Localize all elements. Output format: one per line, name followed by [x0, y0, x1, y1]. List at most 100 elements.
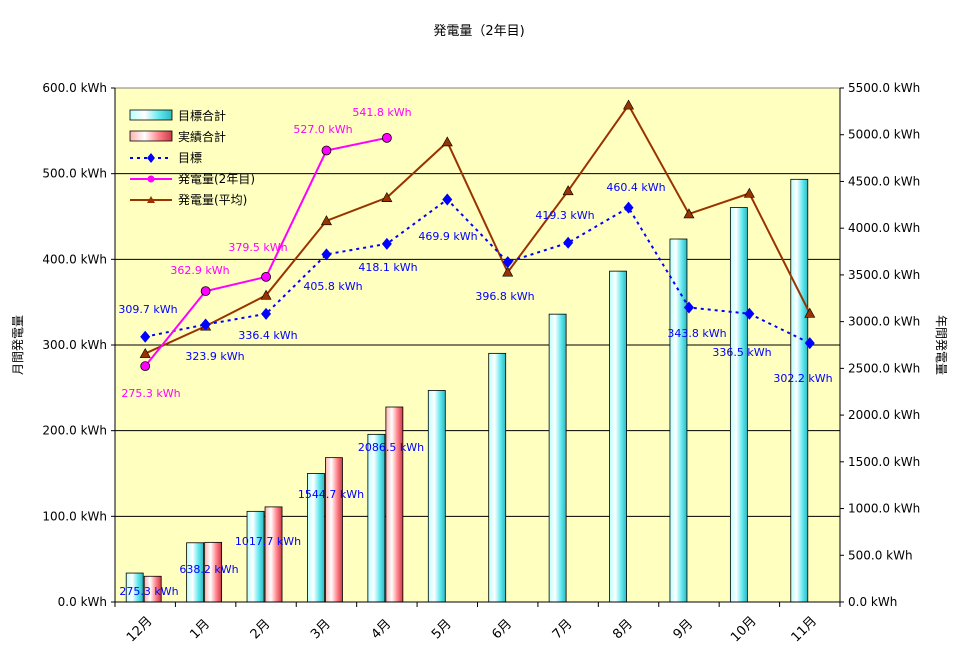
bar-target-cumulative [488, 352, 507, 603]
data-label-target: 302.2 kWh [773, 372, 832, 385]
y2-axis-label: 年間発電量 [934, 315, 948, 375]
line-target [145, 198, 811, 345]
marker-target [381, 237, 392, 250]
data-label-actual: 362.9 kWh [170, 264, 229, 277]
data-label-cumulative: 2086.5 kWh [358, 441, 424, 454]
marker-average [381, 192, 393, 202]
x-tick-label: 8月 [610, 617, 636, 643]
marker-actual [140, 361, 151, 372]
y-tick-label: 300.0 kWh [42, 338, 107, 352]
legend-swatch [129, 130, 173, 142]
legend-label: 目標 [178, 151, 202, 165]
bar-actual-cumulative [264, 506, 283, 603]
bar-target-cumulative [729, 207, 748, 603]
y2-tick-label: 1000.0 kWh [848, 502, 920, 516]
data-label-target: 336.4 kWh [238, 329, 297, 342]
marker-average [139, 347, 151, 358]
marker-average [441, 136, 453, 147]
marker-average [623, 99, 635, 110]
y2-tick-label: 2500.0 kWh [848, 361, 920, 375]
y-tick-label: 100.0 kWh [42, 509, 107, 523]
x-tick-label: 9月 [671, 617, 697, 643]
marker-target [502, 256, 513, 269]
marker-target [623, 201, 634, 214]
marker-actual [381, 132, 392, 143]
y-tick-label: 200.0 kWh [42, 424, 107, 438]
bar-target-cumulative [246, 510, 265, 603]
legend-label: 実績合計 [178, 129, 226, 144]
legend-label: 目標合計 [178, 108, 226, 123]
data-label-actual: 275.3 kWh [121, 387, 180, 400]
data-label-cumulative: 275.3 kWh [119, 585, 178, 598]
data-label-target: 336.5 kWh [712, 346, 771, 359]
marker-actual [200, 286, 211, 297]
marker-actual [261, 271, 271, 282]
data-label-target: 343.8 kWh [667, 327, 726, 340]
chart-title: 発電量（2年目) [433, 24, 524, 39]
marker-average [502, 266, 514, 277]
y2-tick-label: 3500.0 kWh [848, 268, 920, 282]
marker-target [744, 307, 755, 320]
y-axis-label: 月間発電量 [11, 315, 25, 375]
legend-marker [147, 196, 155, 203]
x-tick-label: 12月 [124, 614, 155, 645]
x-tick-label: 10月 [728, 614, 759, 645]
y2-tick-label: 4500.0 kWh [848, 174, 920, 188]
data-label-actual: 379.5 kWh [228, 241, 287, 254]
data-label-target: 309.7 kWh [118, 303, 177, 316]
x-tick-label: 11月 [789, 614, 820, 645]
legend-label: 発電量(平均) [178, 193, 247, 207]
marker-average [320, 215, 332, 226]
marker-actual [321, 145, 332, 156]
y-tick-label: 400.0 kWh [42, 252, 107, 266]
y2-tick-label: 1500.0 kWh [848, 455, 920, 469]
y-tick-label: 500.0 kWh [42, 167, 107, 181]
marker-average [804, 307, 816, 318]
y2-tick-label: 5500.0 kWh [848, 81, 920, 95]
x-tick-label: 6月 [489, 617, 515, 643]
x-tick-label: 7月 [550, 617, 576, 643]
marker-target [261, 307, 272, 320]
bar-actual-cumulative [385, 406, 404, 603]
y-tick-label: 0.0 kWh [58, 595, 107, 609]
data-label-cumulative: 1544.7 kWh [298, 488, 364, 501]
legend-marker [147, 153, 155, 163]
y2-tick-label: 4000.0 kWh [848, 221, 920, 235]
legend-label: 発電量(2年目) [178, 172, 255, 186]
y2-tick-label: 2000.0 kWh [848, 408, 920, 422]
x-tick-label: 1月 [187, 617, 213, 643]
data-label-target: 418.1 kWh [358, 261, 417, 274]
data-label-target: 396.8 kWh [475, 290, 534, 303]
y2-tick-label: 0.0 kWh [848, 595, 897, 609]
marker-target [804, 337, 815, 350]
marker-target [683, 301, 694, 314]
data-label-target: 460.4 kWh [606, 181, 665, 194]
line-average [144, 103, 811, 355]
marker-target [140, 330, 151, 343]
marker-average [743, 187, 755, 198]
marker-target [563, 236, 574, 249]
marker-target [442, 193, 453, 206]
data-label-target: 419.3 kWh [535, 209, 594, 222]
bar-actual-cumulative [325, 457, 343, 603]
bar-target-cumulative [790, 178, 809, 603]
x-tick-label: 2月 [248, 617, 274, 643]
bar-target-cumulative [367, 433, 386, 603]
y2-tick-label: 3000.0 kWh [848, 315, 920, 329]
data-label-cumulative: 638.2 kWh [179, 563, 238, 576]
data-label-target: 405.8 kWh [303, 280, 362, 293]
x-tick-label: 5月 [429, 617, 455, 643]
y2-tick-label: 5000.0 kWh [848, 128, 920, 142]
legend-swatch [129, 109, 173, 121]
x-tick-label: 3月 [308, 617, 334, 643]
data-label-actual: 541.8 kWh [352, 106, 411, 119]
data-label-target: 469.9 kWh [418, 230, 477, 243]
bar-target-cumulative [609, 270, 627, 603]
data-label-target: 323.9 kWh [185, 350, 244, 363]
legend-marker [147, 175, 155, 183]
bar-target-cumulative [548, 313, 567, 603]
marker-target [200, 318, 211, 331]
bar-target-cumulative [427, 390, 446, 603]
